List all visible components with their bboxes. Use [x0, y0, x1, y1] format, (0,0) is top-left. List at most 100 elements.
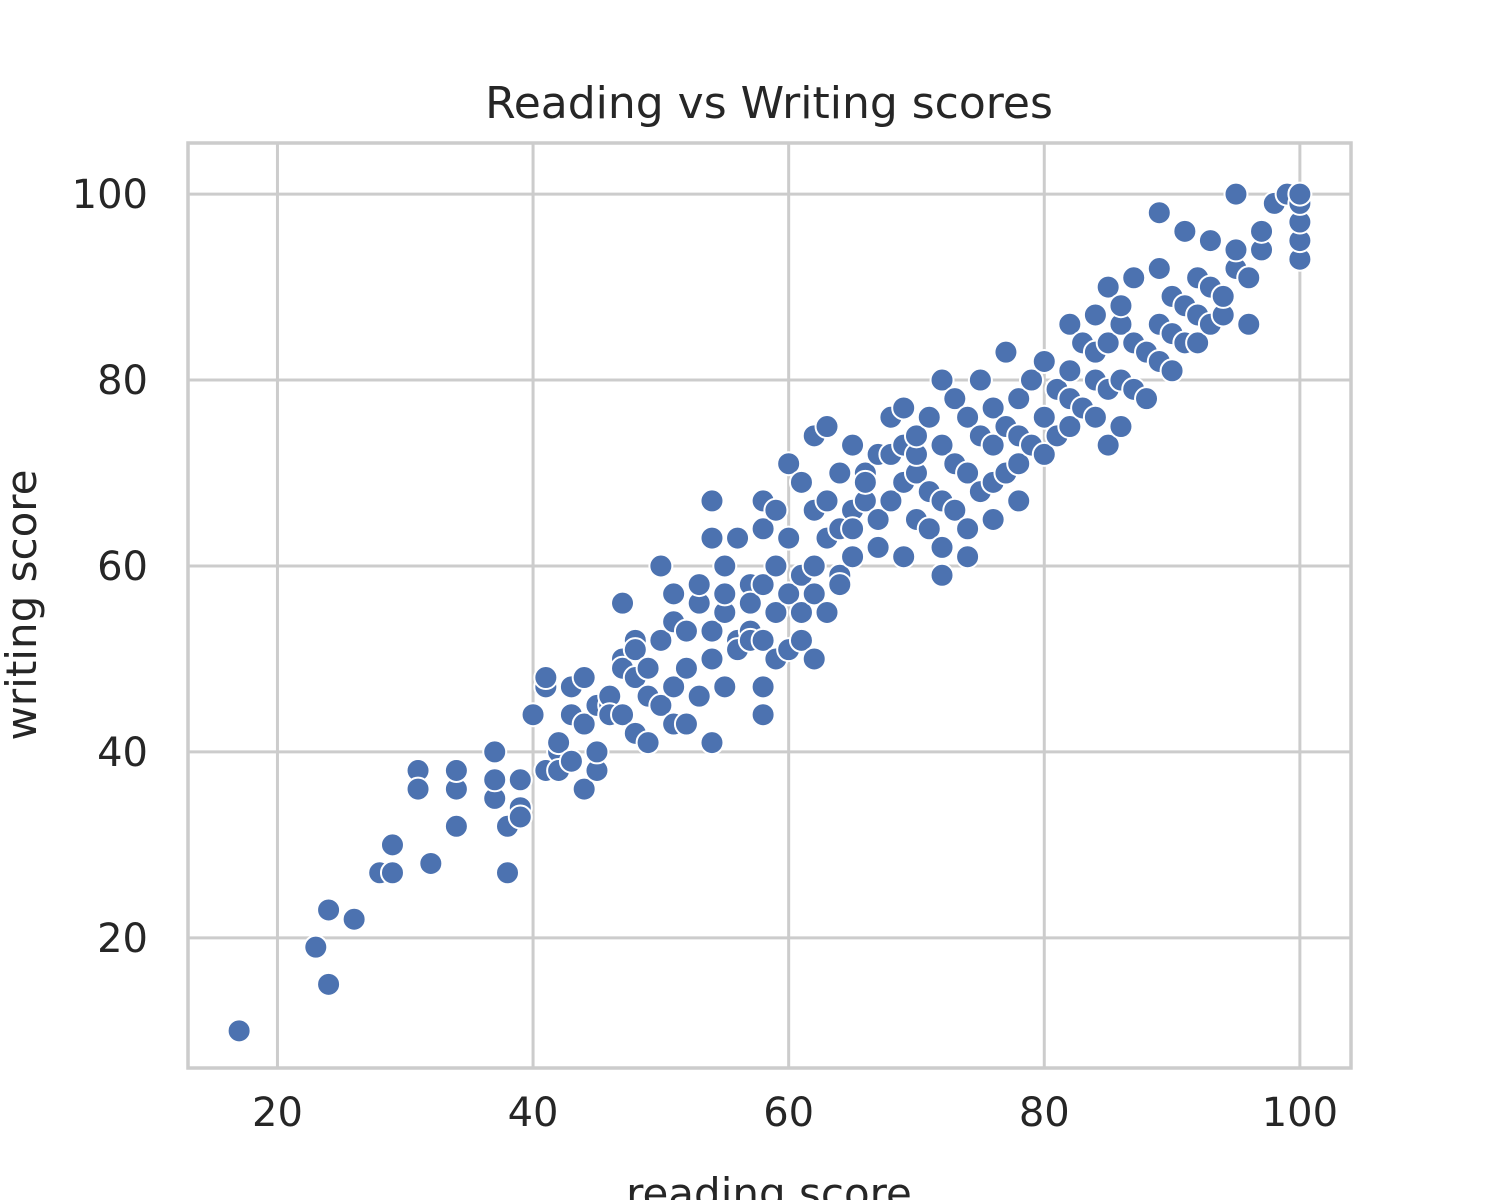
scatter-point [840, 516, 866, 542]
scatter-point [750, 572, 776, 598]
scatter-point [1006, 386, 1032, 412]
x-tick-labels: 20 40 60 80 100 [252, 1090, 1338, 1136]
scatter-point [801, 581, 827, 607]
scatter-point [1095, 274, 1121, 300]
scatter-point [916, 404, 942, 430]
scatter-point [1082, 302, 1108, 328]
scatter-point [891, 544, 917, 570]
scatter-point [801, 646, 827, 672]
scatter-point [929, 562, 955, 588]
scatter-point [1095, 432, 1121, 458]
plot-frame [186, 141, 1353, 1070]
scatter-point [750, 674, 776, 700]
scatter-point [929, 432, 955, 458]
scatter-point [1006, 451, 1032, 477]
scatter-point [610, 702, 636, 728]
scatter-point [865, 534, 891, 560]
scatter-point [788, 599, 814, 625]
scatter-point [1185, 330, 1211, 356]
scatter-point [891, 395, 917, 421]
scatter-point [1236, 265, 1262, 291]
scatter-point [482, 767, 508, 793]
scatter-point [443, 813, 469, 839]
scatter-point [1057, 311, 1083, 337]
scatter-point [316, 897, 342, 923]
scatter-point [1249, 218, 1275, 244]
scatter-point [1108, 414, 1134, 440]
y-tick-labels: 20 40 60 80 100 [72, 172, 148, 962]
scatter-point [955, 404, 981, 430]
x-tick-label: 100 [1262, 1090, 1338, 1136]
scatter-point [584, 739, 610, 765]
scatter-point [379, 860, 405, 886]
scatter-point [405, 776, 431, 802]
scatter-point [648, 553, 674, 579]
scatter-point [482, 739, 508, 765]
scatter-point [776, 451, 802, 477]
y-tick-label: 20 [97, 916, 148, 962]
scatter-point [712, 581, 738, 607]
scatter-point [929, 367, 955, 393]
scatter-point [750, 702, 776, 728]
scatter-point [980, 507, 1006, 533]
scatter-point [1172, 218, 1198, 244]
scatter-point [955, 516, 981, 542]
scatter-point [1082, 404, 1108, 430]
scatter-point [865, 507, 891, 533]
scatter-point [955, 460, 981, 486]
y-tick-label: 80 [97, 358, 148, 404]
x-tick-label: 40 [508, 1090, 559, 1136]
scatter-point [699, 730, 725, 756]
scatter-point [699, 646, 725, 672]
y-tick-label: 40 [97, 730, 148, 776]
x-tick-label: 60 [763, 1090, 814, 1136]
scatter-point [827, 572, 853, 598]
scatter-point [558, 748, 584, 774]
scatter-point [993, 339, 1019, 365]
scatter-point [1197, 228, 1223, 254]
scatter-point [1146, 200, 1172, 226]
scatter-point [316, 971, 342, 997]
scatter-point [303, 934, 329, 960]
scatter-point [788, 627, 814, 653]
scatter-point [737, 590, 763, 616]
x-tick-label: 80 [1019, 1090, 1070, 1136]
y-axis-label: writing score [0, 470, 46, 741]
scatter-point [571, 665, 597, 691]
scatter-point [955, 544, 981, 570]
scatter-point [712, 553, 738, 579]
scatter-point [1236, 311, 1262, 337]
scatter-point [622, 637, 648, 663]
scatter-point [840, 432, 866, 458]
scatter-point [520, 702, 546, 728]
scatter-point [814, 599, 840, 625]
scatter-point [967, 367, 993, 393]
scatter-point [379, 832, 405, 858]
scatter-point [507, 804, 533, 830]
scatter-point [635, 730, 661, 756]
scatter-point [699, 488, 725, 514]
scatter-point [827, 460, 853, 486]
scatter-point [763, 553, 789, 579]
scatter-point [1121, 265, 1147, 291]
scatter-point [1287, 181, 1313, 207]
scatter-point [712, 674, 738, 700]
scatter-point [1223, 237, 1249, 263]
scatter-point [648, 692, 674, 718]
scatter-point [725, 525, 751, 551]
chart-title: Reading vs Writing scores [485, 78, 1053, 129]
scatter-point [571, 711, 597, 737]
scatter-point [686, 572, 712, 598]
scatter-point [980, 395, 1006, 421]
scatter-point [801, 553, 827, 579]
scatter-point [673, 618, 699, 644]
y-tick-label: 100 [72, 172, 148, 218]
scatter-point [635, 655, 661, 681]
scatter-point [1223, 181, 1249, 207]
scatter-point [1006, 488, 1032, 514]
scatter-point [673, 655, 699, 681]
scatter-point [788, 469, 814, 495]
scatter-point [840, 544, 866, 570]
scatter-point [878, 488, 904, 514]
